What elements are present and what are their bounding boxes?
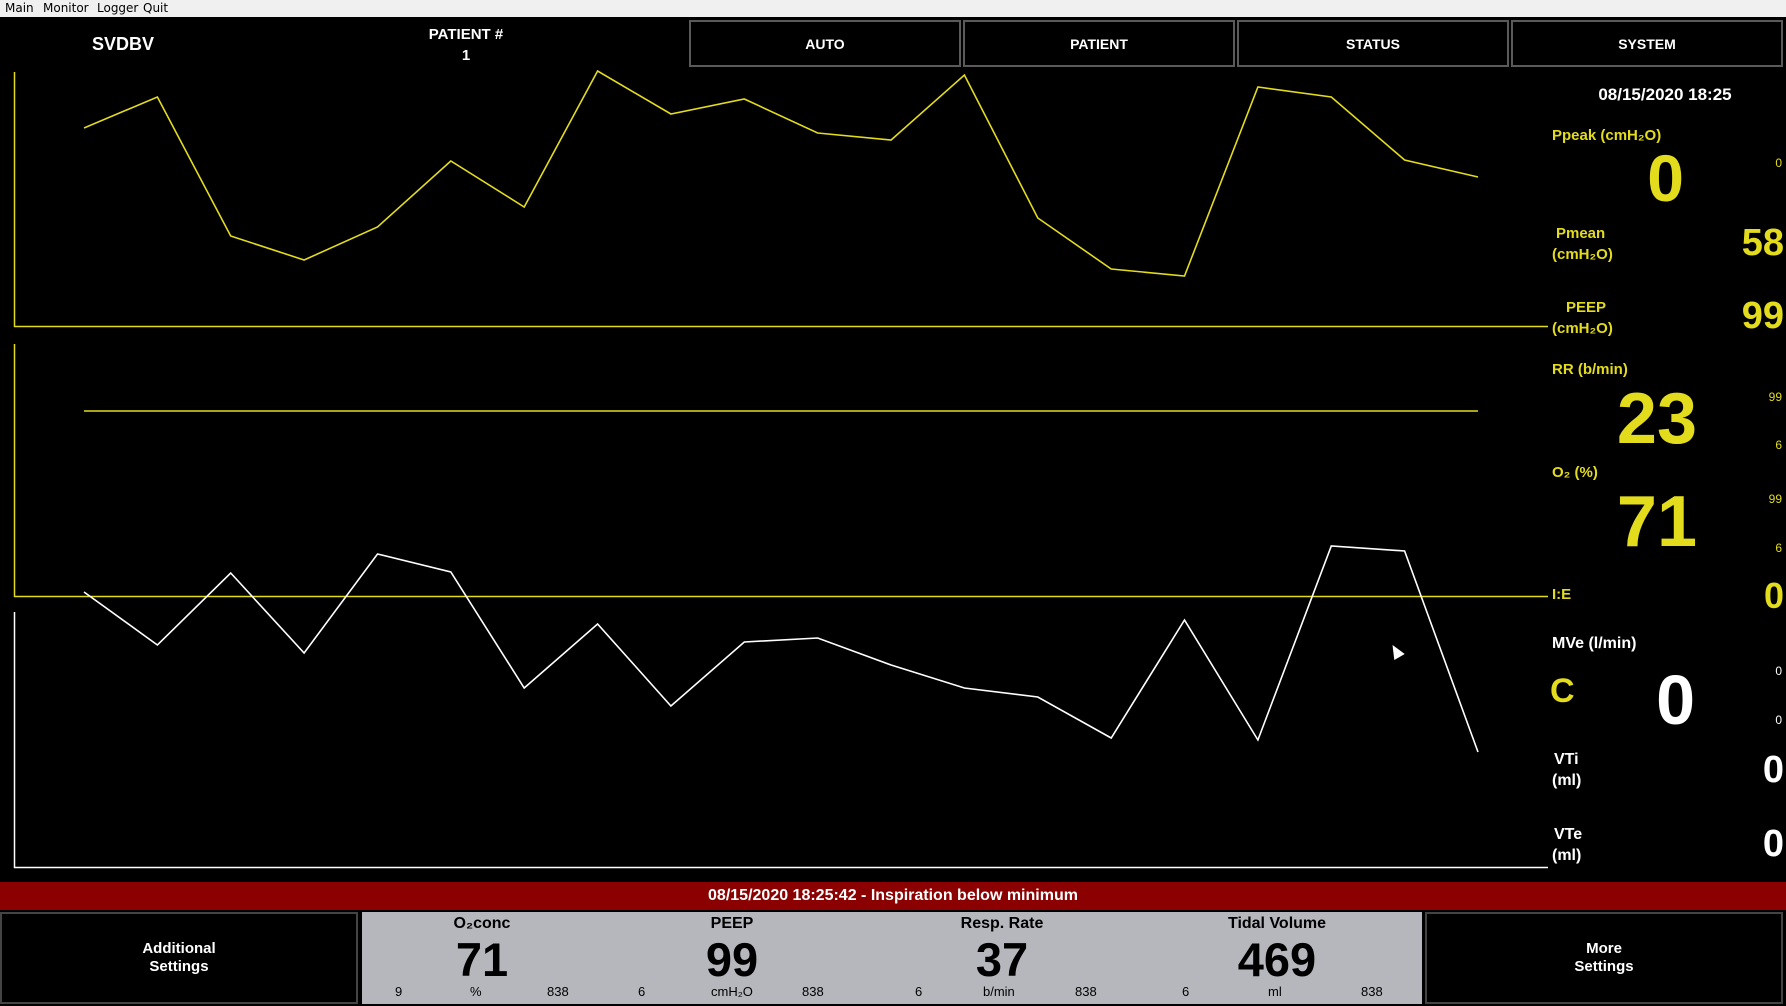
mve-label: MVe (l/min) — [1552, 635, 1637, 652]
setting-max: 838 — [1075, 984, 1097, 999]
setting-name: PEEP — [710, 915, 754, 932]
vti-unit: (ml) — [1552, 772, 1582, 789]
pressure-graph-axes — [13, 72, 1548, 328]
vti-value: 0 — [1762, 749, 1784, 791]
additional-settings-button[interactable]: Additional Settings — [0, 912, 358, 1004]
peep-label: PEEP — [1566, 299, 1607, 316]
setting-unit: b/min — [983, 984, 1015, 999]
ppeak-label: Ppeak (cmH₂O) — [1552, 127, 1662, 144]
rr-label: RR (b/min) — [1552, 361, 1628, 378]
setting-name: Resp. Rate — [960, 915, 1044, 932]
mve-limit-high: 0 — [1775, 664, 1782, 678]
vti-label: VTi — [1554, 751, 1579, 768]
o2-value: 71 — [1616, 482, 1697, 562]
patient-value: 1 — [461, 47, 471, 64]
o2-limit-low: 6 — [1775, 541, 1782, 555]
setting-name: Tidal Volume — [1227, 915, 1327, 932]
status-button[interactable]: STATUS — [1237, 20, 1509, 67]
device-title: SVDBV — [92, 34, 155, 54]
datetime: 08/15/2020 18:25 — [1598, 85, 1732, 104]
patient-button[interactable]: PATIENT — [963, 20, 1235, 67]
patient-number: PATIENT # 1 — [402, 24, 530, 66]
peep-value: 99 — [1741, 295, 1784, 337]
volume-graph-axes — [13, 612, 1548, 869]
more-settings-button[interactable]: More Settings — [1425, 912, 1783, 1004]
more-settings-line1: More — [1586, 940, 1622, 957]
setting-max: 838 — [802, 984, 824, 999]
o2-label: O₂ (%) — [1552, 464, 1598, 481]
vte-value: 0 — [1762, 823, 1784, 865]
pmean-unit: (cmH₂O) — [1552, 246, 1613, 263]
setting-o2conc[interactable]: O₂conc 71 9 % 838 — [362, 912, 602, 1004]
menu-logger[interactable]: Logger — [97, 1, 139, 15]
pressure-waveform — [83, 69, 1479, 277]
mve-value: 0 — [1656, 661, 1695, 739]
setting-unit: % — [470, 984, 482, 999]
menu-monitor[interactable]: Monitor — [43, 1, 89, 15]
pmean-value: 58 — [1741, 222, 1784, 264]
setting-name: O₂conc — [453, 915, 511, 932]
settings-panel: O₂conc 71 9 % 838 PEEP 99 6 cmH₂O 838 Re… — [362, 912, 1422, 1004]
pmean-label: Pmean — [1556, 225, 1606, 242]
rr-value: 23 — [1616, 379, 1697, 459]
menu-quit[interactable]: Quit — [143, 1, 169, 15]
o2-graph-axes — [13, 344, 1548, 598]
alarm-banner[interactable]: 08/15/2020 18:25:42 - Inspiration below … — [0, 882, 1786, 910]
ppeak-limit: 0 — [1775, 156, 1782, 170]
ppeak-value: 0 — [1647, 141, 1684, 215]
mve-limit-low: 0 — [1775, 713, 1782, 727]
more-settings-line2: Settings — [1574, 958, 1634, 975]
peep-unit: (cmH₂O) — [1552, 320, 1613, 337]
setting-value: 71 — [455, 933, 509, 986]
rr-limit-low: 6 — [1775, 438, 1782, 452]
menu-bar: Main Monitor Logger Quit — [0, 0, 1786, 17]
setting-unit: ml — [1268, 984, 1282, 999]
vte-label: VTe — [1554, 826, 1583, 843]
setting-min: 9 — [395, 984, 403, 999]
mve-mode: C — [1550, 672, 1575, 710]
patient-label: PATIENT # — [428, 26, 504, 43]
vte-unit: (ml) — [1552, 847, 1582, 864]
auto-button[interactable]: AUTO — [689, 20, 961, 67]
additional-settings-line2: Settings — [149, 958, 209, 975]
setting-min: 6 — [1182, 984, 1190, 999]
setting-value: 469 — [1237, 933, 1317, 986]
rr-limit-high: 99 — [1768, 390, 1782, 404]
setting-value: 99 — [705, 933, 759, 986]
volume-waveform — [83, 545, 1479, 753]
setting-value: 37 — [975, 933, 1029, 986]
ie-value: 0 — [1763, 575, 1784, 616]
setting-min: 6 — [638, 984, 646, 999]
additional-settings-line1: Additional — [142, 940, 216, 957]
o2-limit-high: 99 — [1768, 492, 1782, 506]
setting-max: 838 — [1361, 984, 1383, 999]
setting-unit: cmH₂O — [711, 984, 753, 999]
setting-max: 838 — [547, 984, 569, 999]
menu-main[interactable]: Main — [5, 1, 34, 15]
setting-min: 6 — [915, 984, 923, 999]
system-button[interactable]: SYSTEM — [1511, 20, 1783, 67]
ie-label: I:E — [1552, 586, 1572, 603]
setting-tidal-volume[interactable]: Tidal Volume 469 6 ml 838 — [1162, 912, 1392, 1004]
setting-peep[interactable]: PEEP 99 6 cmH₂O 838 — [622, 912, 842, 1004]
setting-resp-rate[interactable]: Resp. Rate 37 6 b/min 838 — [892, 912, 1112, 1004]
